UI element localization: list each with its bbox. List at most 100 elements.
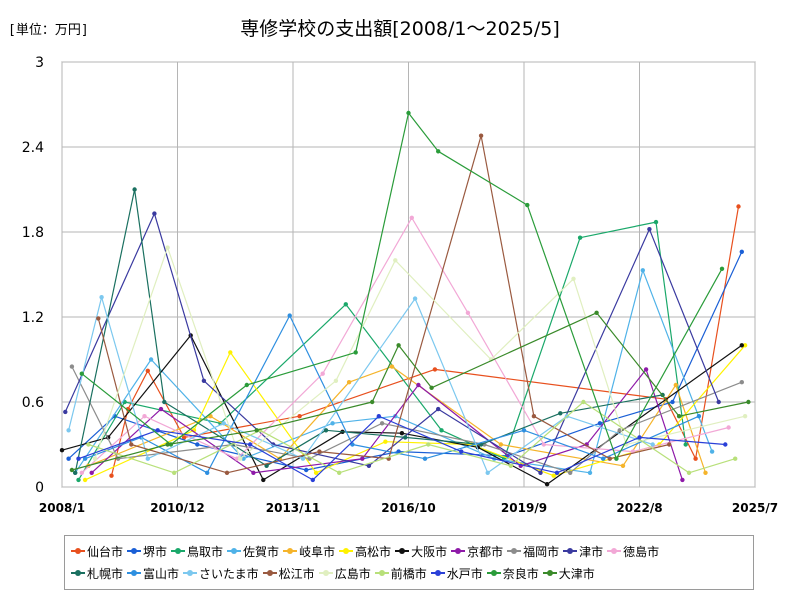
data-point <box>637 435 642 440</box>
data-point <box>719 266 725 271</box>
data-point <box>587 470 593 475</box>
legend-item: 札幌市 <box>71 565 123 582</box>
series-11 <box>79 215 731 475</box>
x-tick-label: 2022/8 <box>616 501 662 515</box>
legend-marker <box>71 548 85 554</box>
legend-item: 高松市 <box>339 543 391 560</box>
data-point <box>82 456 88 461</box>
data-point <box>577 235 583 240</box>
data-point <box>426 442 431 447</box>
data-point <box>703 470 708 475</box>
data-point <box>63 409 68 415</box>
data-point <box>208 414 213 419</box>
data-point <box>323 428 329 433</box>
legend-marker <box>563 548 578 554</box>
legend-marker <box>71 570 85 576</box>
legend-marker <box>318 570 333 576</box>
legend-label: 松江市 <box>278 566 315 581</box>
data-point <box>568 470 573 475</box>
data-point <box>69 364 75 369</box>
data-point <box>165 442 170 447</box>
data-point <box>148 357 154 362</box>
data-point <box>181 435 187 440</box>
data-point <box>531 414 537 419</box>
legend-marker <box>283 548 298 554</box>
data-point <box>620 463 626 468</box>
series-19 <box>79 110 725 461</box>
data-point <box>376 414 381 419</box>
data-point <box>195 442 200 447</box>
series-14 <box>66 295 655 475</box>
data-point <box>76 477 81 483</box>
data-point <box>541 442 546 447</box>
data-point <box>733 456 738 461</box>
data-point <box>330 421 335 426</box>
y-tick-label: 0 <box>35 480 44 496</box>
data-point <box>742 343 748 348</box>
legend-marker <box>542 570 557 576</box>
legend-label: 鳥取市 <box>187 544 224 559</box>
x-tick-label: 2016/10 <box>381 501 435 515</box>
data-point <box>172 470 177 475</box>
data-point <box>571 276 576 281</box>
data-point <box>544 482 550 487</box>
data-point <box>317 449 322 454</box>
data-point <box>145 368 150 373</box>
legend-marker <box>430 570 445 576</box>
data-point <box>422 456 428 461</box>
data-point <box>416 382 421 388</box>
data-point <box>99 295 104 300</box>
data-point <box>676 414 682 419</box>
series-line <box>110 206 740 476</box>
data-point <box>485 470 490 475</box>
legend-marker <box>339 548 354 554</box>
legend-marker <box>262 570 277 576</box>
data-point <box>693 456 698 461</box>
x-tick-label: 2013/11 <box>266 501 320 515</box>
data-point <box>343 302 348 307</box>
series-20 <box>69 310 751 473</box>
legend-item: 堺市 <box>127 543 167 560</box>
legend-item: 仙台市 <box>71 543 123 560</box>
legend-row: 仙台市 堺市 鳥取市 佐賀市 岐阜市 高松市 大阪市 京都市 福岡市 津市 徳島市 <box>71 540 753 562</box>
data-point <box>221 421 226 426</box>
data-point <box>551 473 556 478</box>
legend-item: 前橋市 <box>374 565 427 582</box>
legend-label: 高松市 <box>355 544 392 559</box>
data-point <box>607 456 612 461</box>
data-point <box>465 310 471 315</box>
data-point <box>709 449 715 454</box>
data-point <box>228 350 233 355</box>
data-point <box>92 456 98 461</box>
data-point <box>558 411 563 416</box>
legend-item: 大津市 <box>542 565 595 582</box>
data-point <box>742 414 748 419</box>
data-point <box>244 382 249 388</box>
legend-item: 津市 <box>563 543 603 560</box>
data-point <box>66 456 71 461</box>
unit-label: [単位：万円] <box>8 23 89 38</box>
y-tick-label: 0.6 <box>22 395 44 411</box>
data-point <box>158 406 164 412</box>
legend-row: 札幌市 富山市 さいたま市 松江市 広島市 前橋市 水戸市 奈良市 大津市 <box>71 562 753 584</box>
data-point <box>554 470 560 475</box>
data-point <box>739 249 744 254</box>
data-point <box>313 470 319 475</box>
y-tick-label: 1.8 <box>22 225 44 241</box>
data-point <box>736 204 741 209</box>
legend-marker <box>395 548 410 554</box>
legend-marker <box>451 548 466 554</box>
x-tick-label: 2025/7 <box>732 501 778 515</box>
data-point <box>726 425 731 430</box>
data-point <box>234 456 240 461</box>
data-point <box>129 442 134 447</box>
data-point <box>73 470 78 475</box>
data-point <box>716 399 721 405</box>
data-point <box>109 473 114 478</box>
x-tick-label: 2019/9 <box>501 501 547 515</box>
legend-item: 鳥取市 <box>171 543 223 560</box>
data-point <box>525 202 530 208</box>
legend-item: 徳島市 <box>607 543 659 560</box>
data-point <box>396 343 401 348</box>
data-point <box>436 149 441 154</box>
